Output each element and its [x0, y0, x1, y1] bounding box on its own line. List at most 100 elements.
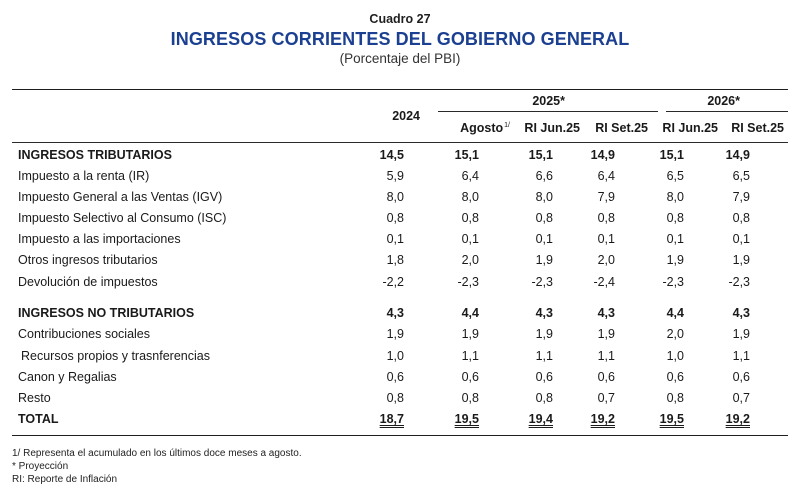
footnote: RI: Reporte de Inflación: [12, 474, 118, 485]
table-cell: -2,3: [531, 275, 553, 289]
table-cell: 2,0: [666, 327, 684, 341]
table-cell: 8,0: [535, 190, 553, 204]
table-cell: 0,8: [732, 211, 750, 225]
col-header-agosto: Agosto1/: [460, 121, 510, 135]
table-row-total: TOTAL 18,7 19,5 19,4 19,2 19,5 19,2: [16, 409, 776, 430]
table-cell: 0,1: [386, 232, 404, 246]
footnote: * Proyección: [12, 461, 69, 472]
table-cell: 6,4: [597, 169, 615, 183]
table-cell: 19,5: [454, 412, 479, 426]
top-rule: [12, 89, 788, 90]
table-cell: 0,1: [535, 232, 553, 246]
group-rule-2026: [666, 111, 788, 112]
table-row: Canon y Regalias 0,6 0,6 0,6 0,6 0,6 0,6: [16, 367, 776, 388]
table-cell: 1,8: [386, 253, 404, 267]
table-cell: 15,1: [659, 148, 684, 162]
table-row: Impuesto Selectivo al Consumo (ISC) 0,8 0,…: [16, 208, 776, 229]
bottom-rule: [12, 435, 788, 436]
table-cell: 0,8: [461, 211, 479, 225]
col-group-2025: 2025*: [532, 94, 565, 108]
table-cell: 0,8: [386, 391, 404, 405]
table-cell: 1,1: [535, 349, 553, 363]
table-cell: 1,0: [386, 349, 404, 363]
table-cell: 0,8: [666, 391, 684, 405]
table-cell: 6,6: [535, 169, 553, 183]
table-cell: 0,6: [666, 370, 684, 384]
table-cell: -2,3: [662, 275, 684, 289]
table-cell: 1,1: [732, 349, 750, 363]
table-cell: 4,3: [386, 306, 404, 320]
table-row: Impuesto a las importaciones 0,1 0,1 0,1 0,1…: [16, 229, 776, 250]
table-cell: 0,6: [732, 370, 750, 384]
footnote: 1/ Representa el acumulado en los último…: [12, 448, 302, 459]
table-row: INGRESOS NO TRIBUTARIOS 4,3 4,4 4,3 4,3 4,4 4,…: [16, 303, 776, 324]
table-row: Impuesto General a las Ventas (IGV) 8,0 8,…: [16, 187, 776, 208]
table-cell: 14,9: [725, 148, 750, 162]
table-cell: -2,4: [593, 275, 615, 289]
table-cell: 4,4: [666, 306, 684, 320]
table-cell: 1,9: [535, 253, 553, 267]
table-cell: 1,9: [535, 327, 553, 341]
table-cell: 1,9: [597, 327, 615, 341]
table-cell: 0,7: [732, 391, 750, 405]
table-cell: 8,0: [666, 190, 684, 204]
table-cell: 4,3: [597, 306, 615, 320]
table-cell: 1,1: [597, 349, 615, 363]
table-row: Devolución de impuestos -2,2 -2,3 -2,3 -2,4-…: [16, 272, 776, 293]
table-cell: 19,2: [725, 412, 750, 426]
table-cell: 4,4: [461, 306, 479, 320]
table-row: Otros ingresos tributarios 1,8 2,0 1,9 2,0 1,…: [16, 250, 776, 271]
table-cell: 15,1: [528, 148, 553, 162]
table-cell: -2,3: [728, 275, 750, 289]
table-cell: 1,9: [732, 253, 750, 267]
table-cell: 7,9: [597, 190, 615, 204]
footnotes: 1/ Representa el acumulado en los último…: [12, 447, 302, 486]
table-cell: 0,6: [535, 370, 553, 384]
table-cell: 1,0: [666, 349, 684, 363]
table-cell: 0,1: [597, 232, 615, 246]
table-cell: 0,6: [597, 370, 615, 384]
col-header-ri-set25-2026: RI Set.25: [731, 121, 784, 135]
table-cell: 19,2: [590, 412, 615, 426]
table-cell: 5,9: [386, 169, 404, 183]
table-cell: 2,0: [461, 253, 479, 267]
table-cell: -2,3: [457, 275, 479, 289]
table-cell: 6,5: [666, 169, 684, 183]
table-cell: 6,5: [732, 169, 750, 183]
col-header-ri-jun25-2026: RI Jun.25: [662, 121, 718, 135]
table-row: Recursos propios y trasnferencias 1,0 1,1 1…: [16, 346, 776, 367]
table-cell: 0,1: [732, 232, 750, 246]
table-cell: 4,3: [732, 306, 750, 320]
table-cell: 8,0: [386, 190, 404, 204]
col-header-2024: 2024: [392, 109, 420, 123]
table-cell: 7,9: [732, 190, 750, 204]
table-cell: 0,6: [386, 370, 404, 384]
table-cell: 19,5: [659, 412, 684, 426]
table-cell: 15,1: [454, 148, 479, 162]
table-row: Resto 0,8 0,8 0,8 0,7 0,8 0,7: [16, 388, 776, 409]
header-bottom-rule: [12, 142, 788, 143]
table-cell: 18,7: [379, 412, 404, 426]
table-cell: 4,3: [535, 306, 553, 320]
table-row: Contribuciones sociales 1,9 1,9 1,9 1,9 2,0 1,…: [16, 324, 776, 345]
table-cell: 2,0: [597, 253, 615, 267]
table-cell: -2,2: [382, 275, 404, 289]
table-cell: 0,8: [666, 211, 684, 225]
table-row: Impuesto a la renta (IR) 5,9 6,4 6,6 6,4 6,5 6…: [16, 166, 776, 187]
table-cell: 19,4: [528, 412, 553, 426]
table-cell: 0,8: [461, 391, 479, 405]
table-cell: 0,1: [461, 232, 479, 246]
table-cell: 0,7: [597, 391, 615, 405]
table-cell: 0,1: [666, 232, 684, 246]
table-cell: 0,8: [597, 211, 615, 225]
col-group-2026: 2026*: [707, 94, 740, 108]
table-cell: 0,6: [461, 370, 479, 384]
table-cell: 1,9: [461, 327, 479, 341]
table-cell: 14,5: [379, 148, 404, 162]
table-cell: 1,9: [386, 327, 404, 341]
table-cell: 0,8: [535, 391, 553, 405]
table-cell: 0,8: [386, 211, 404, 225]
table-subtitle: (Porcentaje del PBI): [339, 51, 461, 66]
table-cell: 0,8: [535, 211, 553, 225]
table-number: Cuadro 27: [369, 12, 431, 26]
